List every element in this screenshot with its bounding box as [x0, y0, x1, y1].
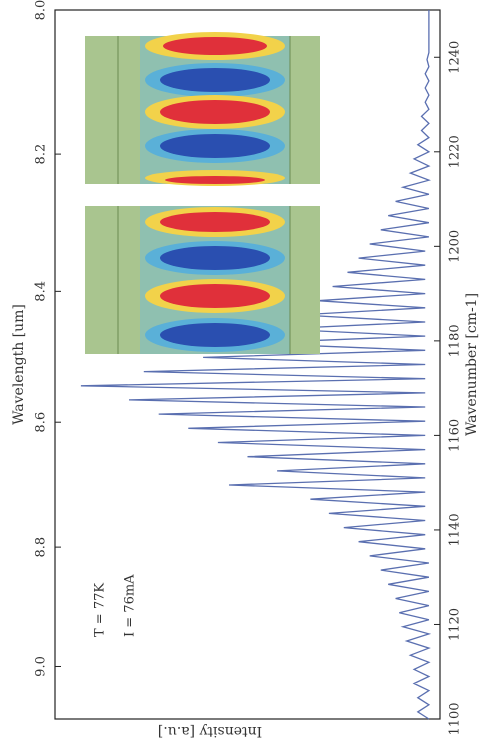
spectrum-line	[80, 10, 432, 720]
annotation: T = 77K	[93, 583, 108, 637]
x2-tick-label: 8.2	[34, 144, 49, 165]
x2-tick-label: 8.6	[34, 412, 49, 433]
x-tick-label: 1180	[448, 324, 463, 357]
x2-axis-title: Wavelength [um]	[11, 304, 27, 425]
x-axis-title: Wavenumber [cm-1]	[464, 293, 480, 436]
x2-tick-label: 8.4	[34, 281, 49, 302]
x-tick-label: 1140	[448, 513, 463, 546]
x-tick-label: 1120	[448, 608, 463, 641]
x-tick-label: 1220	[448, 135, 463, 168]
x2-tick-label: 8.0	[34, 0, 49, 20]
mode-image	[85, 32, 320, 186]
annotation: I = 76mA	[123, 574, 138, 637]
x2-tick-label: 9.0	[34, 656, 49, 677]
y-axis-title: Intensity [a.u.]	[158, 723, 262, 739]
x-tick-label: 1160	[448, 419, 463, 452]
mode-image	[85, 206, 320, 354]
x-tick-label: 1200	[448, 230, 463, 263]
inset-images	[85, 32, 320, 354]
x-tick-label: 1100	[448, 702, 463, 735]
x2-tick-label: 8.8	[34, 537, 49, 558]
plot-box	[54, 9, 441, 720]
x-tick-label: 1240	[448, 41, 463, 74]
plot-frame: 1100 1120 1140 1160 1180 1200 1220 1240 8.0 8.2 8.…	[11, 0, 480, 739]
